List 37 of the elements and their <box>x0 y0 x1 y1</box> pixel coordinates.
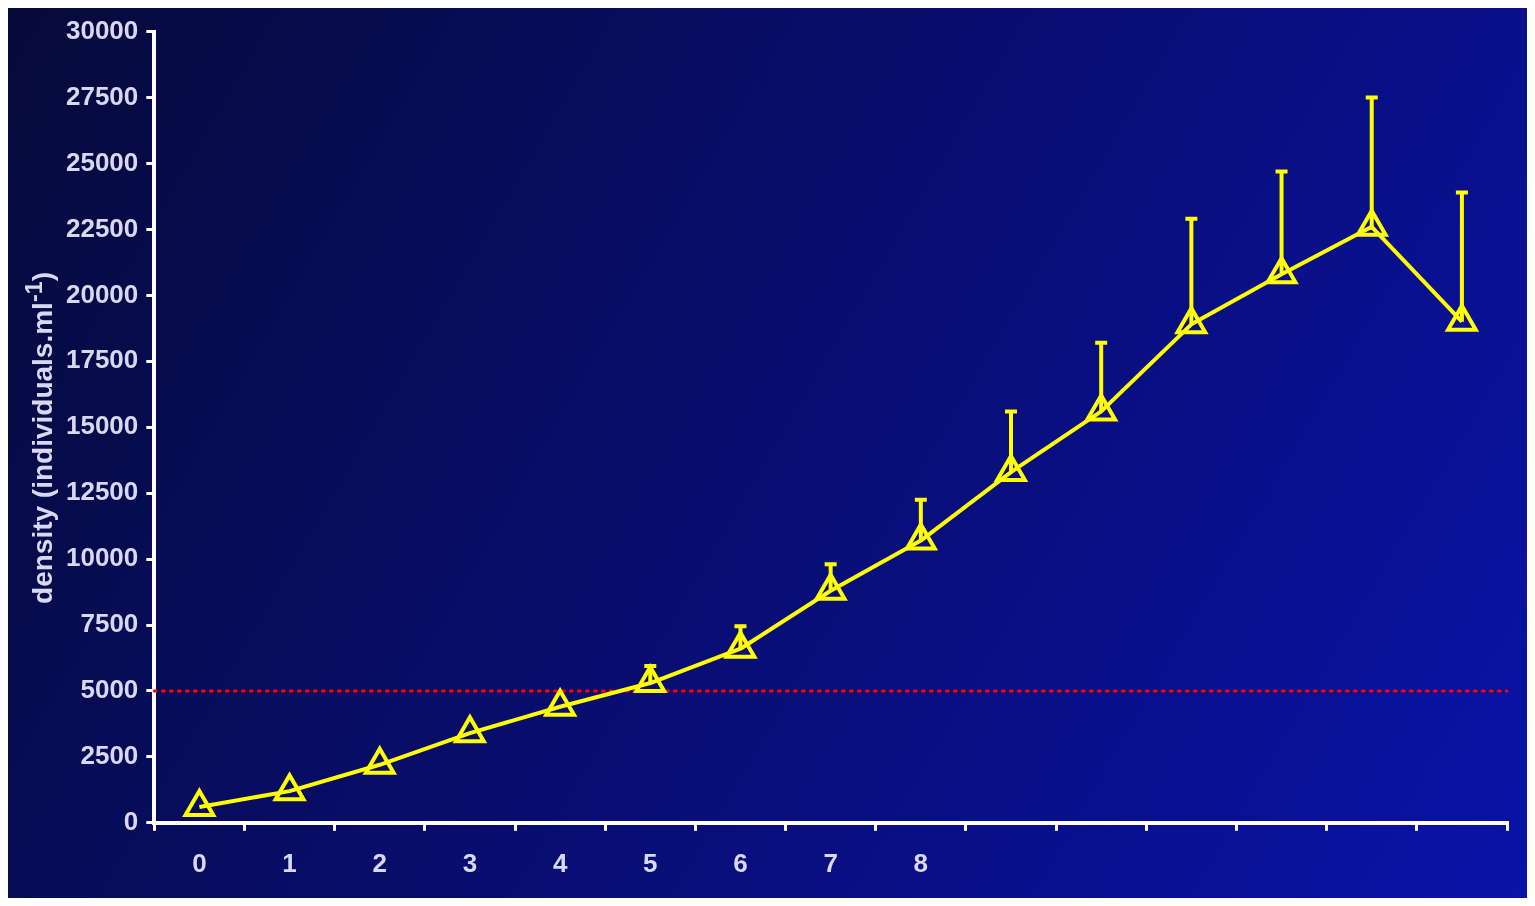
y-tick-label: 10000 <box>65 542 139 573</box>
x-tick-label: 6 <box>733 847 748 878</box>
y-tick-label: 17500 <box>65 344 139 375</box>
x-tick-label: 1 <box>282 847 297 878</box>
y-tick-label: 20000 <box>65 278 139 309</box>
point <box>1085 393 1118 422</box>
point <box>1175 306 1208 335</box>
point <box>362 744 397 775</box>
x-tick-label: 5 <box>643 847 658 878</box>
y-tick-label: 5000 <box>80 674 139 705</box>
x-tick-label: 0 <box>192 847 207 878</box>
y-tick-label: 2500 <box>80 740 139 771</box>
point <box>904 522 937 551</box>
y-tick-label: 27500 <box>65 80 139 111</box>
point <box>634 665 667 694</box>
y-tick-label: 30000 <box>65 14 139 45</box>
y-tick-label: 22500 <box>65 212 139 243</box>
x-tick-label: 4 <box>552 847 568 878</box>
point <box>814 572 847 601</box>
x-tick-label: 3 <box>462 847 478 878</box>
point <box>995 454 1027 483</box>
x-tick-label: 8 <box>913 847 929 878</box>
point <box>543 686 578 717</box>
point <box>454 715 486 744</box>
point <box>1446 303 1478 332</box>
x-tick-label: 2 <box>372 847 387 878</box>
point <box>724 630 757 659</box>
y-tick-label: 12500 <box>65 476 139 507</box>
x-tick-label: 7 <box>823 847 838 878</box>
y-tick-label: 25000 <box>65 146 139 177</box>
point <box>1355 208 1388 237</box>
y-tick-label: 7500 <box>80 608 139 639</box>
point <box>183 788 216 817</box>
point <box>273 773 306 802</box>
point <box>1265 256 1298 285</box>
y-tick-label: 15000 <box>65 410 139 441</box>
y-tick-label: 0 <box>123 805 139 836</box>
